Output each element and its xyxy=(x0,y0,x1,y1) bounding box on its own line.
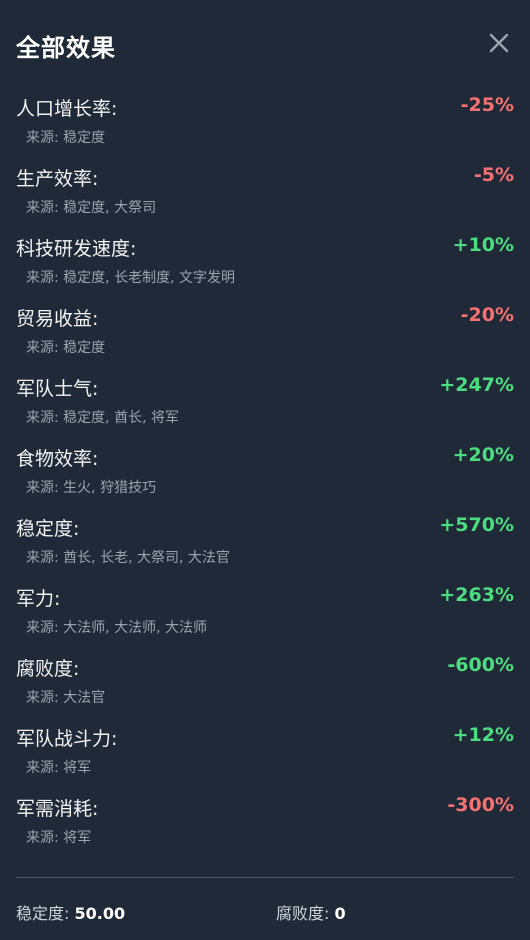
panel-header: 全部效果 xyxy=(16,26,514,62)
effect-name: 食物效率: xyxy=(16,448,99,470)
corruption-summary: 腐败度: 0 xyxy=(276,900,346,924)
effect-value: +12% xyxy=(452,724,514,746)
effect-row: 生产效率: -5% 来源: 稳定度, 大祭司 xyxy=(16,162,514,232)
effect-value: +263% xyxy=(439,584,514,606)
effect-value: +20% xyxy=(452,444,514,466)
stability-value: 50.00 xyxy=(74,904,126,923)
effect-name: 科技研发速度: xyxy=(16,238,137,260)
effect-value: -20% xyxy=(460,304,514,326)
effect-value: +10% xyxy=(452,234,514,256)
effect-source: 来源: 大法师, 大法师, 大法师 xyxy=(26,620,207,636)
effect-source: 来源: 将军 xyxy=(26,830,92,846)
effect-value: +570% xyxy=(439,514,514,536)
panel-title: 全部效果 xyxy=(16,34,116,62)
effects-list: 人口增长率: -25% 来源: 稳定度 生产效率: -5% 来源: 稳定度, 大祭司 科技研… xyxy=(16,92,514,862)
effect-name: 军队战斗力: xyxy=(16,728,118,750)
effect-source: 来源: 稳定度 xyxy=(26,130,106,146)
effect-row: 军需消耗: -300% 来源: 将军 xyxy=(16,792,514,862)
stability-summary: 稳定度: 50.00 xyxy=(16,900,125,924)
effect-row: 稳定度: +570% 来源: 酋长, 长老, 大祭司, 大法官 xyxy=(16,512,514,582)
effect-row: 腐败度: -600% 来源: 大法官 xyxy=(16,652,514,722)
effect-source: 来源: 稳定度 xyxy=(26,340,106,356)
effect-value: -5% xyxy=(473,164,514,186)
effect-value: -600% xyxy=(447,654,514,676)
close-icon xyxy=(489,33,509,53)
effect-name: 贸易收益: xyxy=(16,308,99,330)
effect-source: 来源: 稳定度, 长老制度, 文字发明 xyxy=(26,270,235,286)
effect-value: +247% xyxy=(439,374,514,396)
effect-row: 食物效率: +20% 来源: 生火, 狩猎技巧 xyxy=(16,442,514,512)
effect-source: 来源: 大法官 xyxy=(26,690,106,706)
effect-source: 来源: 稳定度, 大祭司 xyxy=(26,200,157,216)
effect-row: 军队战斗力: +12% 来源: 将军 xyxy=(16,722,514,792)
effect-row: 军队士气: +247% 来源: 稳定度, 酋长, 将军 xyxy=(16,372,514,442)
effect-value: -25% xyxy=(460,94,514,116)
effect-name: 军力: xyxy=(16,588,61,610)
effect-name: 军队士气: xyxy=(16,378,99,400)
effect-source: 来源: 将军 xyxy=(26,760,92,776)
effect-name: 军需消耗: xyxy=(16,798,99,820)
effect-name: 腐败度: xyxy=(16,658,80,680)
effect-name: 人口增长率: xyxy=(16,98,118,120)
effect-name: 生产效率: xyxy=(16,168,99,190)
effect-source: 来源: 生火, 狩猎技巧 xyxy=(26,480,157,496)
effect-row: 人口增长率: -25% 来源: 稳定度 xyxy=(16,92,514,162)
divider xyxy=(16,877,514,878)
stability-label: 稳定度: xyxy=(16,904,70,923)
effect-name: 稳定度: xyxy=(16,518,80,540)
effect-source: 来源: 稳定度, 酋长, 将军 xyxy=(26,410,179,426)
effect-source: 来源: 酋长, 长老, 大祭司, 大法官 xyxy=(26,550,230,566)
summary-footer: 稳定度: 50.00 腐败度: 0 xyxy=(16,900,514,924)
corruption-label: 腐败度: xyxy=(276,904,330,923)
effect-row: 科技研发速度: +10% 来源: 稳定度, 长老制度, 文字发明 xyxy=(16,232,514,302)
effect-row: 军力: +263% 来源: 大法师, 大法师, 大法师 xyxy=(16,582,514,652)
effect-row: 贸易收益: -20% 来源: 稳定度 xyxy=(16,302,514,372)
corruption-value: 0 xyxy=(334,904,346,923)
effect-value: -300% xyxy=(447,794,514,816)
close-button[interactable] xyxy=(486,30,512,56)
